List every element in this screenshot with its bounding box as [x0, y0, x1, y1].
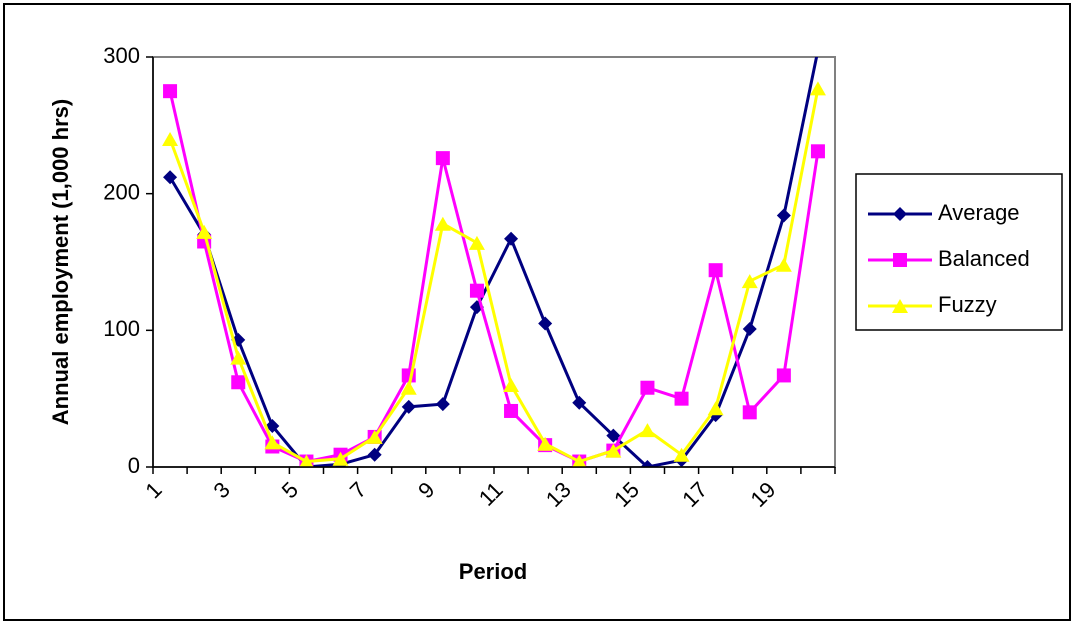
data-point: [230, 350, 247, 365]
legend-label: Balanced: [938, 246, 1030, 271]
y-tick-label: 300: [103, 43, 140, 68]
data-point: [708, 263, 723, 278]
data-point: [674, 391, 689, 406]
plot-area: [152, 56, 836, 468]
y-tick-label: 100: [103, 316, 140, 341]
data-point: [400, 380, 417, 395]
data-point: [504, 231, 519, 246]
data-point: [817, 57, 819, 58]
data-point: [606, 428, 621, 443]
data-point: [401, 399, 416, 414]
legend-marker: [893, 253, 907, 267]
data-point: [265, 419, 280, 433]
data-point: [468, 235, 485, 250]
data-point: [434, 216, 451, 231]
data-point: [776, 208, 791, 223]
legend-marker: [893, 207, 907, 221]
data-point: [742, 405, 757, 420]
data-point: [163, 84, 178, 99]
legend-box: [855, 173, 1063, 331]
y-axis-title: Annual employment (1,000 hrs): [48, 99, 73, 425]
data-point: [673, 447, 690, 462]
data-point: [537, 436, 554, 451]
y-tick-label: 0: [128, 453, 140, 478]
x-axis-title: Period: [459, 559, 527, 584]
data-point: [742, 321, 757, 336]
data-point: [639, 423, 656, 438]
data-point: [332, 451, 349, 466]
data-point: [231, 375, 246, 390]
data-point: [469, 283, 484, 298]
data-point: [264, 435, 281, 450]
data-point: [707, 401, 724, 416]
data-point: [810, 144, 825, 159]
y-tick-label: 200: [103, 179, 140, 204]
data-point: [741, 274, 758, 289]
data-point: [162, 132, 179, 146]
data-point: [809, 81, 826, 96]
data-point: [538, 316, 553, 331]
data-point: [366, 429, 383, 444]
data-point: [504, 403, 519, 418]
data-point: [572, 454, 587, 467]
legend-label: Fuzzy: [938, 292, 997, 317]
plot: [162, 57, 826, 467]
data-point: [196, 224, 213, 239]
series-line: [168, 57, 819, 467]
legend-label: Average: [938, 200, 1020, 225]
legend-marker: [892, 299, 908, 313]
data-point: [299, 454, 314, 467]
data-point: [776, 368, 791, 383]
data-point: [435, 397, 450, 412]
data-point: [640, 380, 655, 395]
data-point: [605, 443, 622, 458]
data-point: [163, 170, 178, 185]
data-point: [367, 447, 382, 462]
data-point: [503, 378, 520, 392]
data-point: [572, 395, 587, 410]
data-point: [640, 460, 655, 467]
data-point: [435, 151, 450, 166]
data-point: [775, 257, 792, 272]
